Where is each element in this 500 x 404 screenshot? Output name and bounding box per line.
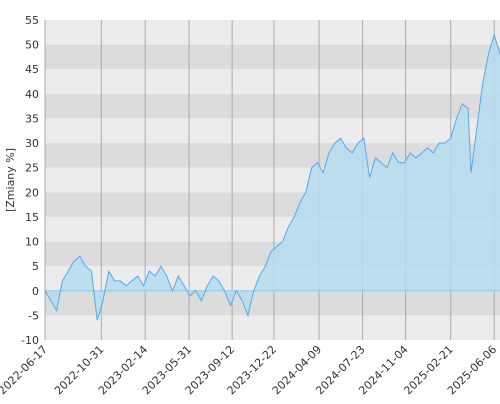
grid-band	[45, 118, 500, 144]
y-tick-label: 0	[32, 285, 39, 298]
y-tick-label: 40	[25, 88, 39, 101]
grid-band	[45, 93, 500, 119]
grid-band	[45, 315, 500, 340]
grid-band	[45, 44, 500, 70]
grid-band	[45, 69, 500, 94]
y-tick-label: -5	[28, 309, 39, 322]
y-tick-label: 5	[32, 260, 39, 273]
grid-band	[45, 20, 500, 45]
line	[44, 33, 500, 321]
y-axis-label: [Zmiany %]	[4, 148, 17, 212]
y-tick-label: 45	[25, 63, 39, 76]
y-tick-label: 30	[25, 137, 39, 150]
y-tick-label: -10	[21, 334, 39, 347]
y-tick-label: 35	[25, 112, 39, 125]
y-tick-label: 10	[25, 236, 39, 249]
y-tick-label: 20	[25, 186, 39, 199]
x-tick-label: 2022-06-17	[0, 343, 50, 397]
y-tick-label: 15	[25, 211, 39, 224]
area	[45, 34, 500, 321]
grid-band	[45, 290, 500, 316]
y-tick-label: 55	[25, 14, 39, 27]
y-tick-label: 25	[25, 162, 39, 175]
y-tick-label: 50	[25, 39, 39, 52]
